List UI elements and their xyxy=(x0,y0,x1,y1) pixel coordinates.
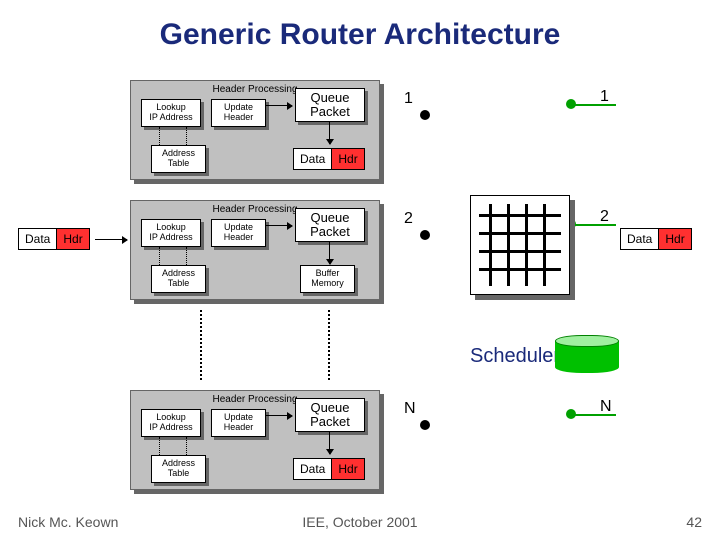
queue-packet-1: Queue Packet xyxy=(295,88,365,122)
arrow xyxy=(266,105,292,106)
hdr-label: Hdr xyxy=(659,228,691,250)
lookup-box: Lookup IP Address xyxy=(141,219,201,247)
green-dot-icon xyxy=(566,99,576,109)
footer-page: 42 xyxy=(686,514,702,530)
update-box: Update Header xyxy=(211,409,266,437)
page-title: Generic Router Architecture xyxy=(0,18,720,52)
update-box: Update Header xyxy=(211,99,266,127)
packet-n: Data Hdr xyxy=(293,458,365,480)
dot-icon xyxy=(420,230,430,240)
hdr-label: Hdr xyxy=(57,228,89,250)
address-table-box: Address Table xyxy=(151,265,206,293)
queue-packet-2: Queue Packet xyxy=(295,208,365,242)
out-line-1 xyxy=(572,104,616,106)
arrow xyxy=(266,225,292,226)
dotted-connector xyxy=(159,437,160,455)
port-num-left-n: N xyxy=(404,400,416,418)
buffer-memory-box: Buffer Memory xyxy=(300,265,355,293)
dotted-connector xyxy=(186,127,187,145)
packet-1: Data Hdr xyxy=(293,148,365,170)
scheduler-icon xyxy=(555,335,619,373)
arrow-in xyxy=(95,239,127,240)
dotted-connector xyxy=(159,247,160,265)
lookup-box: Lookup IP Address xyxy=(141,409,201,437)
green-dot-icon xyxy=(566,409,576,419)
port-num-left-2: 2 xyxy=(404,210,413,228)
lookup-box: Lookup IP Address xyxy=(141,99,201,127)
out-line-n xyxy=(572,414,616,416)
ellipsis-dots xyxy=(200,310,202,380)
data-label: Data xyxy=(293,148,332,170)
data-label: Data xyxy=(293,458,332,480)
address-table-box: Address Table xyxy=(151,145,206,173)
data-label: Data xyxy=(620,228,659,250)
scheduler-label: Scheduler xyxy=(470,345,560,368)
out-line-2 xyxy=(572,224,616,226)
data-label: Data xyxy=(18,228,57,250)
arrow xyxy=(266,415,292,416)
arrow xyxy=(329,242,330,264)
hdr-label: Hdr xyxy=(332,148,364,170)
dotted-connector xyxy=(186,247,187,265)
dotted-connector xyxy=(159,127,160,145)
update-box: Update Header xyxy=(211,219,266,247)
hdr-label: Hdr xyxy=(332,458,364,480)
packet-in: Data Hdr xyxy=(18,228,90,250)
port-num-left-1: 1 xyxy=(404,90,413,108)
ellipsis-dots xyxy=(328,310,330,380)
dot-icon xyxy=(420,110,430,120)
arrow xyxy=(329,122,330,144)
packet-out: Data Hdr xyxy=(620,228,692,250)
address-table-box: Address Table xyxy=(151,455,206,483)
footer-venue: IEE, October 2001 xyxy=(0,514,720,530)
queue-packet-n: Queue Packet xyxy=(295,398,365,432)
crossbar-switch xyxy=(470,195,570,295)
dot-icon xyxy=(420,420,430,430)
arrow xyxy=(329,432,330,454)
dotted-connector xyxy=(186,437,187,455)
